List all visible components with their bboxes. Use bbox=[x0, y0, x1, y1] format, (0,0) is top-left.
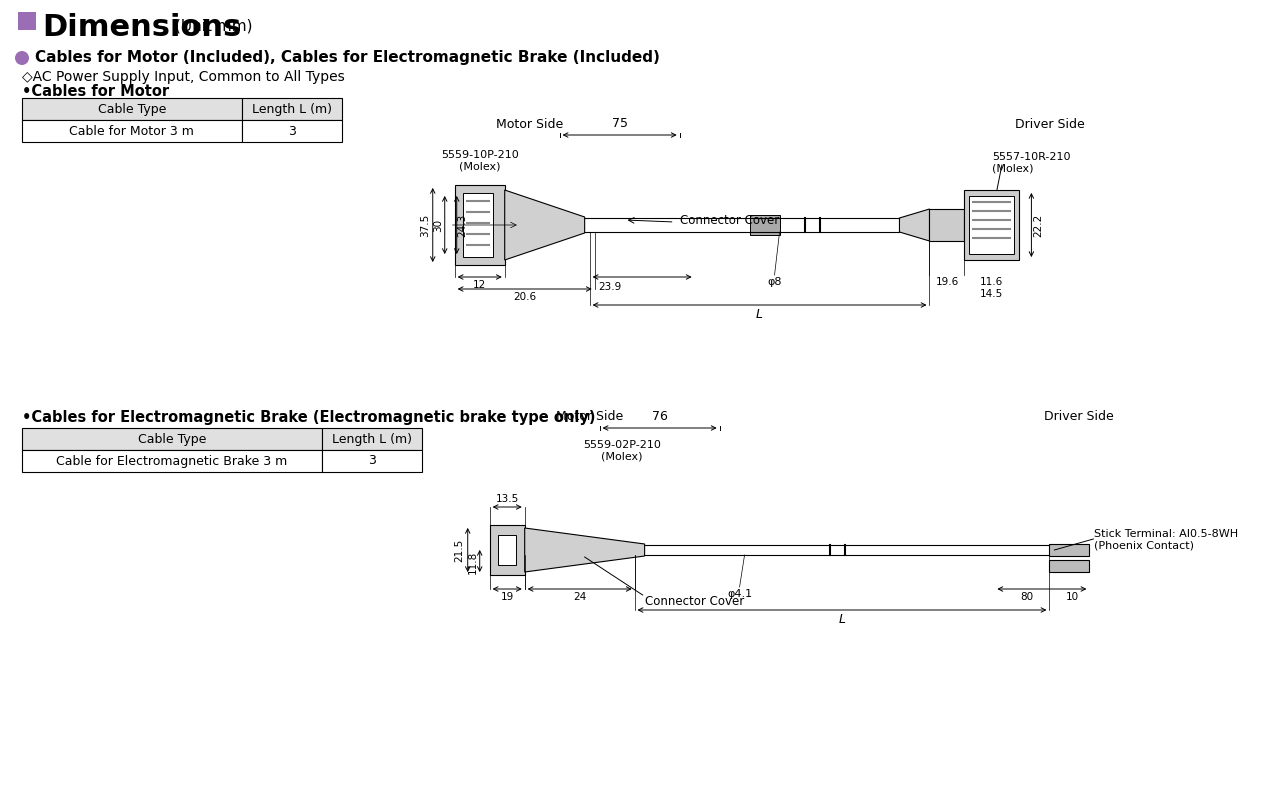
Text: Dimensions: Dimensions bbox=[42, 13, 241, 42]
Text: 5559-10P-210
(Molex): 5559-10P-210 (Molex) bbox=[440, 150, 518, 172]
Text: 80: 80 bbox=[1020, 592, 1033, 602]
Circle shape bbox=[15, 51, 29, 65]
Bar bbox=[969, 196, 1015, 254]
Text: Motor Side: Motor Side bbox=[556, 410, 623, 423]
Text: 24: 24 bbox=[573, 592, 586, 602]
Text: 11.8: 11.8 bbox=[467, 551, 477, 574]
Text: 20.6: 20.6 bbox=[513, 292, 536, 302]
Bar bbox=[463, 193, 493, 257]
Bar bbox=[1050, 560, 1089, 572]
Text: Cable for Electromagnetic Brake 3 m: Cable for Electromagnetic Brake 3 m bbox=[56, 455, 288, 467]
Bar bbox=[321, 428, 421, 450]
Bar bbox=[1050, 544, 1089, 556]
Bar bbox=[321, 450, 421, 472]
Text: (Unit mm): (Unit mm) bbox=[175, 18, 252, 33]
Bar bbox=[22, 120, 242, 142]
Text: 11.6: 11.6 bbox=[980, 277, 1004, 287]
Text: Cable for Motor 3 m: Cable for Motor 3 m bbox=[69, 125, 195, 138]
Text: 24.3: 24.3 bbox=[458, 213, 467, 237]
Bar bbox=[490, 525, 525, 575]
Bar bbox=[22, 98, 242, 120]
Text: •Cables for Motor: •Cables for Motor bbox=[22, 84, 169, 99]
Text: 5557-10R-210
(Molex): 5557-10R-210 (Molex) bbox=[992, 152, 1070, 173]
Bar bbox=[18, 12, 36, 30]
Text: ◇AC Power Supply Input, Common to All Types: ◇AC Power Supply Input, Common to All Ty… bbox=[22, 70, 344, 84]
Text: Length L (m): Length L (m) bbox=[252, 103, 332, 115]
Text: Cable Type: Cable Type bbox=[138, 432, 206, 445]
Text: Cable Type: Cable Type bbox=[97, 103, 166, 115]
Text: Stick Terminal: AI0.5-8WH
(Phoenix Contact): Stick Terminal: AI0.5-8WH (Phoenix Conta… bbox=[1094, 529, 1239, 551]
Text: Connector Cover: Connector Cover bbox=[680, 214, 778, 227]
Text: L: L bbox=[838, 613, 846, 626]
Bar bbox=[22, 428, 321, 450]
Bar bbox=[454, 185, 504, 265]
Text: 5559-02P-210
(Molex): 5559-02P-210 (Molex) bbox=[582, 440, 660, 462]
Text: L: L bbox=[756, 308, 763, 321]
Bar bbox=[750, 215, 780, 235]
Text: 76: 76 bbox=[652, 410, 668, 423]
Text: Motor Side: Motor Side bbox=[497, 118, 563, 131]
Text: 30: 30 bbox=[433, 219, 443, 231]
Bar bbox=[242, 98, 342, 120]
Text: Connector Cover: Connector Cover bbox=[645, 595, 744, 608]
Text: 14.5: 14.5 bbox=[980, 289, 1004, 299]
Bar bbox=[964, 190, 1019, 260]
Bar bbox=[929, 209, 964, 241]
Text: 13.5: 13.5 bbox=[495, 494, 518, 504]
Text: 12: 12 bbox=[474, 280, 486, 290]
Text: 19.6: 19.6 bbox=[936, 277, 959, 287]
Text: Length L (m): Length L (m) bbox=[332, 432, 412, 445]
Text: 23.9: 23.9 bbox=[598, 282, 621, 292]
Text: Driver Side: Driver Side bbox=[1044, 410, 1115, 423]
Text: 22.2: 22.2 bbox=[1033, 213, 1043, 237]
Text: Driver Side: Driver Side bbox=[1015, 118, 1084, 131]
Polygon shape bbox=[900, 209, 929, 241]
Text: 3: 3 bbox=[288, 125, 296, 138]
Text: Cables for Motor (Included), Cables for Electromagnetic Brake (Included): Cables for Motor (Included), Cables for … bbox=[35, 50, 660, 65]
Text: •Cables for Electromagnetic Brake (Electromagnetic brake type only): •Cables for Electromagnetic Brake (Elect… bbox=[22, 410, 595, 425]
Text: 75: 75 bbox=[612, 117, 627, 130]
Text: 10: 10 bbox=[1066, 592, 1079, 602]
Polygon shape bbox=[504, 190, 585, 260]
Text: 19: 19 bbox=[500, 592, 513, 602]
Text: 21.5: 21.5 bbox=[454, 538, 465, 561]
Text: φ8: φ8 bbox=[767, 277, 782, 287]
Bar bbox=[22, 450, 321, 472]
Bar bbox=[498, 535, 516, 565]
Text: φ4.1: φ4.1 bbox=[727, 589, 753, 599]
Text: 3: 3 bbox=[367, 455, 376, 467]
Text: 37.5: 37.5 bbox=[420, 213, 430, 237]
Bar bbox=[242, 120, 342, 142]
Polygon shape bbox=[525, 528, 645, 572]
